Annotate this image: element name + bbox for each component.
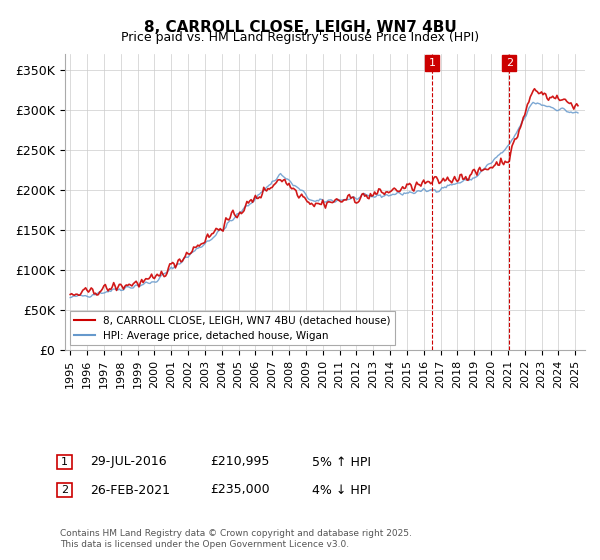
Text: 26-FEB-2021: 26-FEB-2021 [90,483,170,497]
Text: Price paid vs. HM Land Registry's House Price Index (HPI): Price paid vs. HM Land Registry's House … [121,31,479,44]
Legend: 8, CARROLL CLOSE, LEIGH, WN7 4BU (detached house), HPI: Average price, detached : 8, CARROLL CLOSE, LEIGH, WN7 4BU (detach… [70,311,395,345]
Text: £235,000: £235,000 [210,483,269,497]
FancyBboxPatch shape [57,483,72,497]
Text: 5% ↑ HPI: 5% ↑ HPI [312,455,371,469]
Text: 29-JUL-2016: 29-JUL-2016 [90,455,167,469]
Text: 1: 1 [61,457,68,467]
Text: £210,995: £210,995 [210,455,269,469]
Text: 8, CARROLL CLOSE, LEIGH, WN7 4BU: 8, CARROLL CLOSE, LEIGH, WN7 4BU [143,20,457,35]
Text: 1: 1 [428,58,436,68]
Text: 2: 2 [61,485,68,495]
Text: 4% ↓ HPI: 4% ↓ HPI [312,483,371,497]
Text: Contains HM Land Registry data © Crown copyright and database right 2025.
This d: Contains HM Land Registry data © Crown c… [60,529,412,549]
FancyBboxPatch shape [57,455,72,469]
Text: 2: 2 [506,58,513,68]
